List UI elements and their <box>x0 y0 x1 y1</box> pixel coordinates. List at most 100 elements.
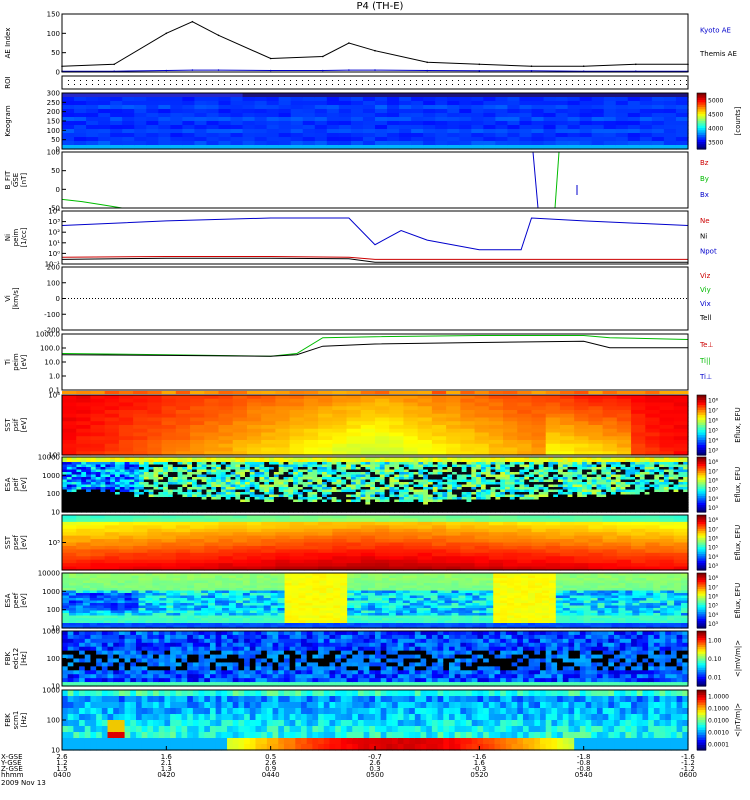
colorbar-fbk_b <box>697 690 706 751</box>
colorbar-label-fbk_e: <|mV/m|> <box>734 640 742 677</box>
colorbar-tick-esa_e: 10⁸ <box>708 575 719 582</box>
colorbar-fbk_e <box>697 631 706 687</box>
ytick-keogram: 0 <box>56 146 60 154</box>
ytick-vi: 200 <box>47 264 60 272</box>
ylabel-fbk_e: edc12 <box>12 648 20 670</box>
x-tick-label: 2.6 <box>265 759 277 767</box>
ae-point <box>426 69 429 72</box>
colorbar-tick-fbk_b: 0.0001 <box>708 742 729 749</box>
ytick-ae: 150 <box>47 11 60 19</box>
colorbar-label-sst_e: Eflux, EFU <box>734 525 742 560</box>
ytick-keogram: 150 <box>47 118 60 126</box>
colorbar-tick-esa_i: 10⁷ <box>708 468 719 475</box>
ylabel-esa_i: peif <box>12 477 20 491</box>
panel-frames <box>61 13 707 751</box>
colorbar-tick-sst_i: 10⁵ <box>708 428 719 435</box>
ylabel-ni: Ni <box>4 234 12 241</box>
ytick-ti: 1000.0 <box>36 331 61 339</box>
ae-point <box>348 42 350 44</box>
ae-point <box>635 63 637 66</box>
x-tick-label: 2.6 <box>369 759 381 767</box>
colorbar-tick-sst_e: 10⁶ <box>708 535 719 542</box>
ae-point <box>191 20 194 23</box>
ylabel-esa_e: ESA <box>4 593 12 607</box>
colorbar-tick-esa_i: 10⁵ <box>708 487 719 494</box>
ytick-bfit: 50 <box>51 167 60 175</box>
ylabel-vi: [km/s] <box>12 287 20 310</box>
ytick-fbk_e: 100 <box>47 655 60 663</box>
bx-spike <box>532 151 539 209</box>
colorbar-tick-esa_e: 10⁴ <box>708 612 719 619</box>
keogram-spectrogram <box>62 93 689 150</box>
ylabel-sst_e: [eV] <box>20 535 28 550</box>
ae-point <box>217 34 220 37</box>
ae-point <box>374 49 376 52</box>
legend-ni: Ne <box>700 217 710 225</box>
legend-bfit: Bx <box>700 191 709 199</box>
x-tick-label: -0.8 <box>577 759 591 767</box>
legend-vi: Tell <box>699 314 711 322</box>
ytick-keogram: 200 <box>47 108 60 116</box>
legend-ti: Ti|| <box>699 357 711 365</box>
ytick-vi: 0 <box>56 295 60 303</box>
x-tick-label: -1.8 <box>577 753 591 761</box>
ytick-keogram: 100 <box>47 127 60 135</box>
x-tick-label: -0.7 <box>368 753 382 761</box>
ylabel-vi: Vi <box>4 295 12 302</box>
ytick-esa_e: 1000 <box>42 588 60 596</box>
ylabel-fbk_b: FBK <box>4 713 12 727</box>
panel-frame-roi <box>61 75 689 90</box>
colorbar-tick-keogram: 3500 <box>708 140 723 147</box>
colorbar-tick-keogram: 5000 <box>708 98 723 105</box>
colorbar-esa_i <box>697 457 706 513</box>
ylabel-ti: Ti <box>4 359 12 366</box>
x-tick-label: 0.3 <box>369 765 380 773</box>
ytick-fbk_e: 1000 <box>42 628 60 636</box>
ae-point <box>374 69 376 71</box>
ytick-sst_e: 10⁵ <box>48 539 60 547</box>
ytick-ae: 0 <box>56 69 60 77</box>
ytick-ti: 10.0 <box>44 359 60 367</box>
roi-markers <box>68 80 687 85</box>
ae-point <box>269 57 272 60</box>
colorbar-tick-fbk_b: 1.0000 <box>708 694 729 701</box>
x-tick-label: 1.6 <box>161 753 173 761</box>
ytick-esa_e: 100 <box>47 606 60 614</box>
ytick-fbk_b: 100 <box>47 717 60 725</box>
ylabel-sst_e: psef <box>12 535 20 550</box>
esa_e-spectrogram <box>62 573 689 629</box>
ylabel-bfit: B_FIT <box>4 170 12 189</box>
ytick-ae: 50 <box>51 49 60 57</box>
colorbar-tick-sst_e: 10⁵ <box>708 545 719 552</box>
ytick-keogram: 250 <box>47 99 60 107</box>
sst_i-spectrogram <box>62 395 689 456</box>
ytick-fbk_b: 1000 <box>42 687 60 695</box>
ylabel-ti: [eV] <box>20 354 28 369</box>
ytick-bfit: 0 <box>56 186 60 194</box>
legend-ni: Ni <box>700 232 707 240</box>
panel-frame-ni <box>61 210 689 265</box>
legend-ti: Ti⊥ <box>699 373 712 381</box>
ytick-ni: 10³ <box>48 218 60 226</box>
colorbar-label-esa_e: Eflux, EFU <box>734 583 742 618</box>
panel-frame-ti <box>61 333 689 391</box>
x-tick-label: 1.2 <box>56 759 67 767</box>
x-tick-label: 1.5 <box>56 765 67 773</box>
ylabel-esa_i: ESA <box>4 477 12 491</box>
legend-vi: Viz <box>700 272 711 280</box>
ytick-fbk_e: 10 <box>51 683 60 691</box>
colorbar-label-keogram: [counts] <box>734 106 742 135</box>
legend-bfit: By <box>700 175 709 183</box>
ylabel-roi: ROI <box>4 76 12 88</box>
ytick-bfit: 100 <box>47 149 60 157</box>
x-tick-label: 0520 <box>470 771 488 779</box>
x-tick-label: 0.5 <box>265 753 276 761</box>
ytick-ti: 0.1 <box>49 387 60 395</box>
x-row-label: X-GSE <box>1 753 23 761</box>
ae-point <box>165 32 168 35</box>
ae-point <box>113 63 115 66</box>
legend-vi: Viy <box>700 286 711 294</box>
ae-point <box>322 69 324 72</box>
x-row-label: 2009 Nov 13 <box>1 779 46 787</box>
